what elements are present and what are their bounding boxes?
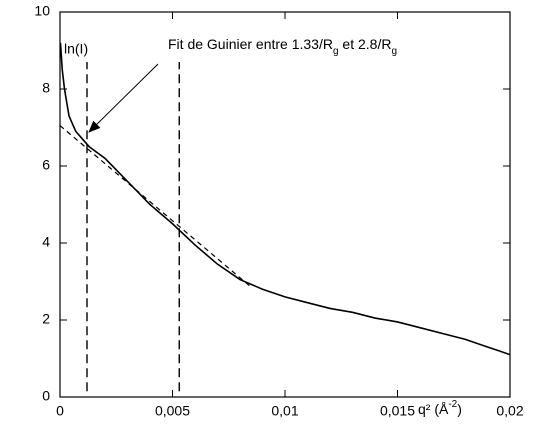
y-tick-label: 0	[42, 388, 50, 404]
annotation-text: et 2.8/R	[339, 36, 392, 52]
data-line	[59, 42, 511, 356]
x-tick-label: 0	[56, 403, 64, 419]
plot-frame	[59, 11, 511, 398]
x-tick-label: 0,02	[496, 403, 523, 419]
x-tick-label: 0,01	[271, 403, 298, 419]
annotation-sub: g	[333, 46, 339, 57]
y-tick-label: 4	[42, 234, 50, 250]
y-tick-label: 8	[42, 80, 50, 96]
x-axis-label: q² (Å-2)	[418, 399, 462, 417]
y-tick-label: 6	[42, 157, 50, 173]
annotation: Fit de Guinier entre 1.33/Rg et 2.8/Rg	[168, 36, 397, 57]
annotation-sub: g	[391, 46, 397, 57]
x-tick-label: 0,005	[155, 403, 190, 419]
x-tick-label: 0,015	[380, 403, 415, 419]
annotation-arrow	[88, 63, 159, 133]
annotation-text: Fit de Guinier entre 1.33/R	[168, 36, 333, 52]
x-label-sup: -2	[448, 399, 457, 410]
x-label-text: )	[457, 401, 462, 417]
y-tick-label: 10	[34, 3, 50, 19]
y-tick-label: 2	[42, 311, 50, 327]
fit-line	[59, 125, 252, 288]
x-label-text: q² (Å	[418, 401, 449, 417]
y-axis-label: ln(I)	[64, 41, 88, 57]
